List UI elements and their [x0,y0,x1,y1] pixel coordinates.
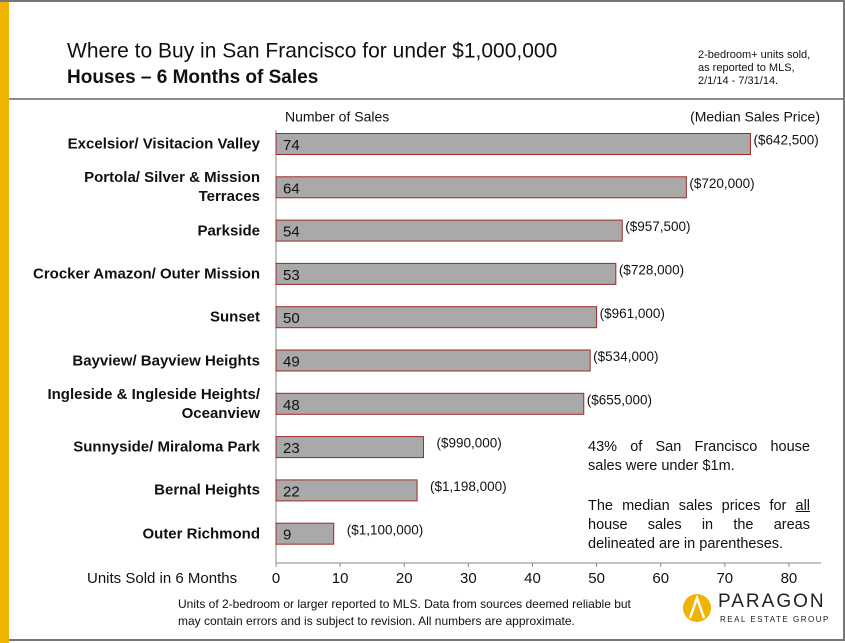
footnote: may contain errors and is subject to rev… [178,614,575,628]
median-price-label: ($642,500) [753,133,818,148]
median-price-label: ($1,198,000) [430,479,507,494]
annotation: 43% of San Francisco house sales were un… [588,439,810,474]
bar [275,392,585,415]
bar-value-label: 53 [283,267,300,284]
annotation: The median sales prices for all house sa… [588,497,810,554]
logo: PARAGON REAL ESTATE GROUP [683,591,830,624]
series-header: Number of Sales [285,109,389,125]
category-label: Sunnyside/ Miraloma Park [73,438,260,456]
category-label: Bayview/ Bayview Heights [72,352,260,369]
chart-subtitle: Houses – 6 Months of Sales [67,67,318,88]
logo-name: PARAGON [718,591,826,612]
bar-value-label: 22 [283,483,300,500]
source-note: 2-bedroom+ units sold, [698,49,810,61]
bar [275,479,418,502]
category-label: Outer Richmond [142,525,260,543]
bar-value-label: 64 [283,180,300,197]
bar-value-label: 50 [283,310,300,327]
annotation-text: The median sales prices for [588,498,787,514]
bar-value-label: 23 [283,440,300,457]
bar-value-label: 54 [283,224,300,241]
x-tick-label: 40 [524,570,541,587]
x-tick-label: 20 [396,570,413,587]
bar-value-label: 49 [283,353,300,370]
bar [275,262,617,285]
x-tick-label: 0 [272,570,280,587]
x-tick-label: 10 [332,570,349,587]
bar [275,306,598,329]
x-axis-title: Units Sold in 6 Months [87,570,237,587]
bar [275,436,424,459]
annotation-text: house sales in the areas delineated are … [588,517,810,552]
median-price-label: ($957,500) [625,219,690,234]
category-label: Crocker Amazon/ Outer Mission [33,265,260,283]
bar [275,176,687,199]
accent-bar [0,2,9,643]
category-label: Ingleside & Ingleside Heights/ Oceanview [47,385,260,422]
bar-value-label: 48 [283,397,300,414]
source-note: 2/1/14 - 7/31/14. [698,75,778,87]
chart-title: Where to Buy in San Francisco for under … [67,40,557,63]
category-label: Excelsior/ Visitacion Valley [67,135,260,153]
bar-value-label: 9 [283,527,291,544]
median-price-label: ($655,000) [587,392,652,407]
x-tick-label: 50 [588,570,605,587]
bar [275,522,335,545]
median-price-label: ($534,000) [593,349,658,364]
category-label: Bernal Heights [154,481,260,499]
price-header: (Median Sales Price) [690,109,820,125]
category-label: Portola/ Silver & Mission Terraces [84,169,260,206]
bar-value-label: 74 [283,137,300,154]
category-label: Parkside [197,222,260,240]
median-price-label: ($720,000) [689,176,754,191]
footnote: Units of 2-bedroom or larger reported to… [178,597,632,611]
x-tick-label: 30 [460,570,477,587]
median-price-label: ($728,000) [619,262,684,277]
bar [275,133,751,155]
source-note: as reported to MLS, [698,62,795,74]
median-price-label: ($990,000) [436,436,501,451]
annotation-text: all [795,498,811,514]
median-price-label: ($1,100,000) [347,522,424,537]
x-tick-label: 80 [781,570,798,587]
bar [275,349,591,372]
category-label: Sunset [209,308,260,326]
x-tick-label: 60 [652,570,669,587]
logo-tagline: REAL ESTATE GROUP [720,615,830,624]
median-price-label: ($961,000) [600,306,665,321]
x-tick-label: 70 [716,570,733,587]
bar [275,219,623,242]
